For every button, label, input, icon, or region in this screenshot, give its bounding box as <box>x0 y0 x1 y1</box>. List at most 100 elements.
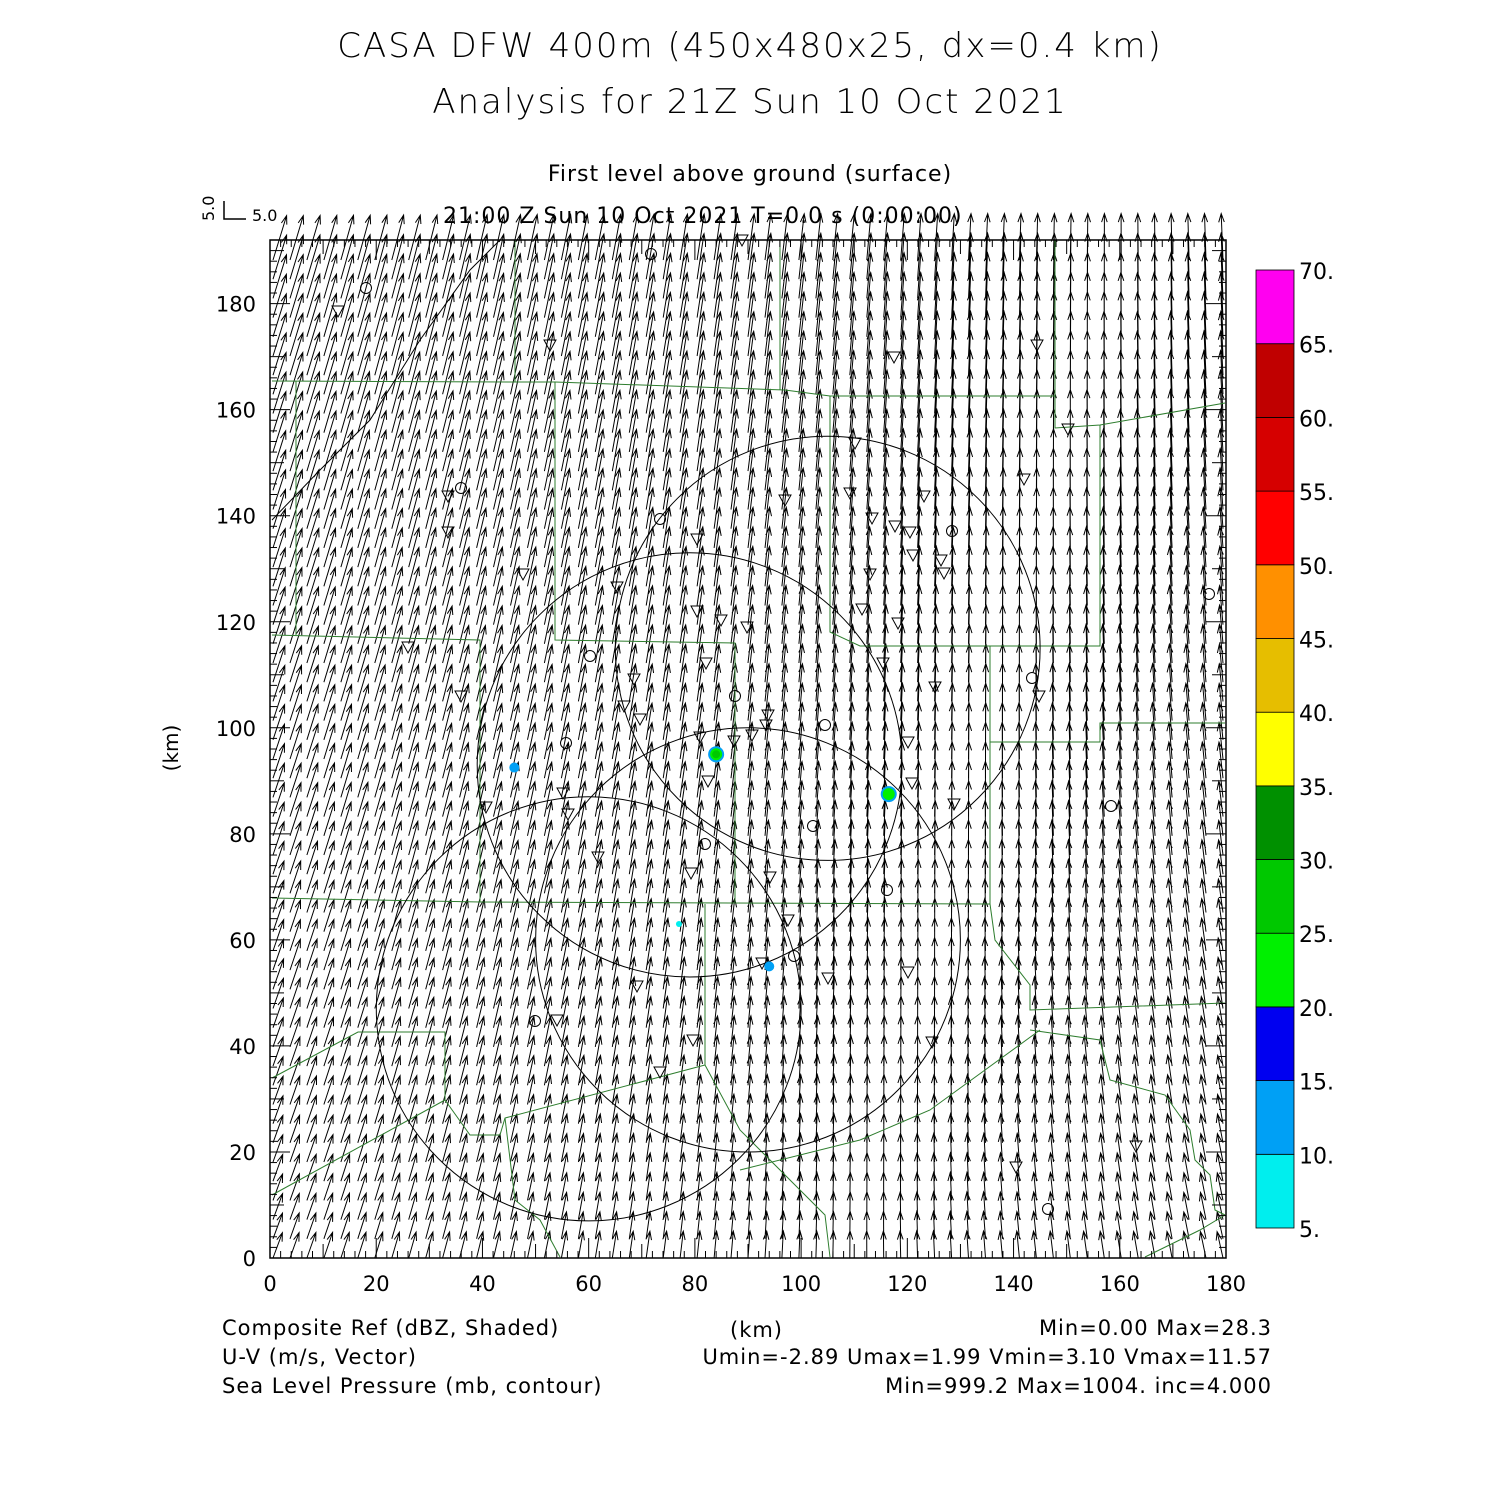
colorbar-swatch <box>1255 343 1295 418</box>
station-circle <box>881 884 893 896</box>
colorbar-swatch <box>1255 1006 1295 1082</box>
reflectivity-echoes <box>509 746 897 972</box>
station-triangle <box>745 729 759 743</box>
station-triangle <box>903 526 917 540</box>
station-triangle <box>1030 339 1044 353</box>
colorbar-label: 10. <box>1299 1144 1334 1169</box>
county-border <box>515 381 736 902</box>
colorbar-label: 45. <box>1299 629 1334 654</box>
station-triangle <box>740 621 754 635</box>
station-triangle <box>543 339 557 353</box>
station-triangle <box>1032 690 1046 704</box>
station-circle <box>360 282 372 294</box>
station-circle <box>529 1015 541 1027</box>
station-triangle <box>401 641 415 655</box>
x-tick-label: 40 <box>469 1272 496 1296</box>
station-circle <box>807 820 819 832</box>
station-triangle <box>1129 1140 1143 1154</box>
y-axis: 0 20 40 60 80 100 120 140 160 180 <box>216 239 1226 1271</box>
footer-shaded-minmax: Min=0.00 Max=28.3 <box>1038 1316 1272 1340</box>
x-axis-unit: (km) <box>730 1318 784 1342</box>
station-triangle <box>516 568 530 582</box>
range-ring <box>535 727 961 1153</box>
range-ring <box>614 435 1041 861</box>
colorbar-swatch <box>1255 859 1295 934</box>
station-circle <box>946 525 958 537</box>
station-circle <box>455 482 467 494</box>
station-triangle <box>876 657 890 671</box>
station-triangle <box>441 526 455 540</box>
station-triangle <box>888 520 902 534</box>
station-triangle <box>901 966 915 980</box>
colorbar-swatch <box>1255 269 1295 345</box>
colorbar-swatch <box>1255 1153 1295 1229</box>
station-triangle <box>454 690 468 704</box>
x-axis: 0 20 40 60 80 100 120 140 160 180 <box>263 240 1246 1296</box>
station-triangle <box>755 957 769 971</box>
colorbar: 5. 10. 15. 20. 25. 30. 35. 40. 45. 50. 55. 60. 65. 70… <box>1255 260 1334 1243</box>
station-triangle <box>331 305 345 319</box>
station-triangle <box>906 549 920 563</box>
y-tick-label: 0 <box>243 1247 256 1271</box>
y-tick-label: 160 <box>216 399 256 423</box>
station-triangle <box>917 490 931 504</box>
x-tick-label: 160 <box>1100 1272 1140 1296</box>
colorbar-label: 50. <box>1299 555 1334 580</box>
station-triangle <box>778 494 792 508</box>
station-triangle <box>610 581 624 595</box>
colorbar-swatch <box>1255 1080 1295 1155</box>
station-triangle <box>821 972 835 986</box>
station-triangle <box>653 1066 667 1080</box>
station-circle <box>560 737 572 749</box>
y-tick-label: 60 <box>229 929 256 953</box>
range-ring <box>375 796 802 1222</box>
station-triangle <box>901 736 915 750</box>
station-circle <box>645 248 657 260</box>
chart-subtitle: Analysis for 21Z Sun 10 Oct 2021 <box>432 82 1068 122</box>
colorbar-label: 15. <box>1299 1071 1334 1096</box>
x-tick-label: 140 <box>994 1272 1034 1296</box>
chart-title: CASA DFW 400m (450x480x25, dx=0.4 km) <box>337 26 1163 66</box>
station-triangle <box>1061 423 1075 437</box>
colorbar-swatch <box>1255 932 1295 1008</box>
echo-cell <box>675 920 682 927</box>
pressure-contour-line <box>271 239 501 521</box>
colorbar-swatch <box>1255 638 1295 713</box>
station-triangle <box>855 603 869 617</box>
x-tick-label: 100 <box>781 1272 821 1296</box>
x-tick-label: 20 <box>363 1272 390 1296</box>
y-tick-label: 140 <box>216 505 256 529</box>
county-border <box>989 903 1226 1011</box>
vector-key-v-label: 5.0 <box>199 196 218 221</box>
county-border <box>1144 1214 1226 1258</box>
station-circle <box>819 719 831 731</box>
wind-vector-field <box>272 211 1225 1259</box>
footer-shaded-field: Composite Ref (dBZ, Shaded) <box>222 1316 560 1340</box>
colorbar-label: 55. <box>1299 481 1334 506</box>
station-triangle <box>690 533 704 547</box>
footer-contour-field: Sea Level Pressure (mb, contour) <box>222 1374 603 1398</box>
station-circle <box>1105 800 1117 812</box>
x-tick-label: 180 <box>1206 1272 1246 1296</box>
station-triangle <box>947 798 961 812</box>
station-triangle <box>633 713 647 727</box>
station-triangle <box>848 437 862 451</box>
station-triangle <box>591 851 605 865</box>
echo-core <box>712 750 721 759</box>
station-triangle <box>934 554 948 568</box>
station-triangle <box>627 673 641 687</box>
station-circle <box>729 690 741 702</box>
station-triangle <box>690 605 704 619</box>
y-tick-label: 20 <box>229 1141 256 1165</box>
county-border <box>739 1029 1041 1171</box>
station-triangle <box>761 709 775 723</box>
station-triangle <box>928 681 942 695</box>
footer-vector-field: U-V (m/s, Vector) <box>222 1345 417 1369</box>
vector-key-arrow <box>223 201 246 220</box>
county-border <box>271 1099 446 1196</box>
station-triangle <box>556 787 570 801</box>
colorbar-label: 35. <box>1299 776 1334 801</box>
range-ring <box>476 552 903 978</box>
station-triangle <box>441 490 455 504</box>
colorbar-swatch <box>1255 785 1295 860</box>
